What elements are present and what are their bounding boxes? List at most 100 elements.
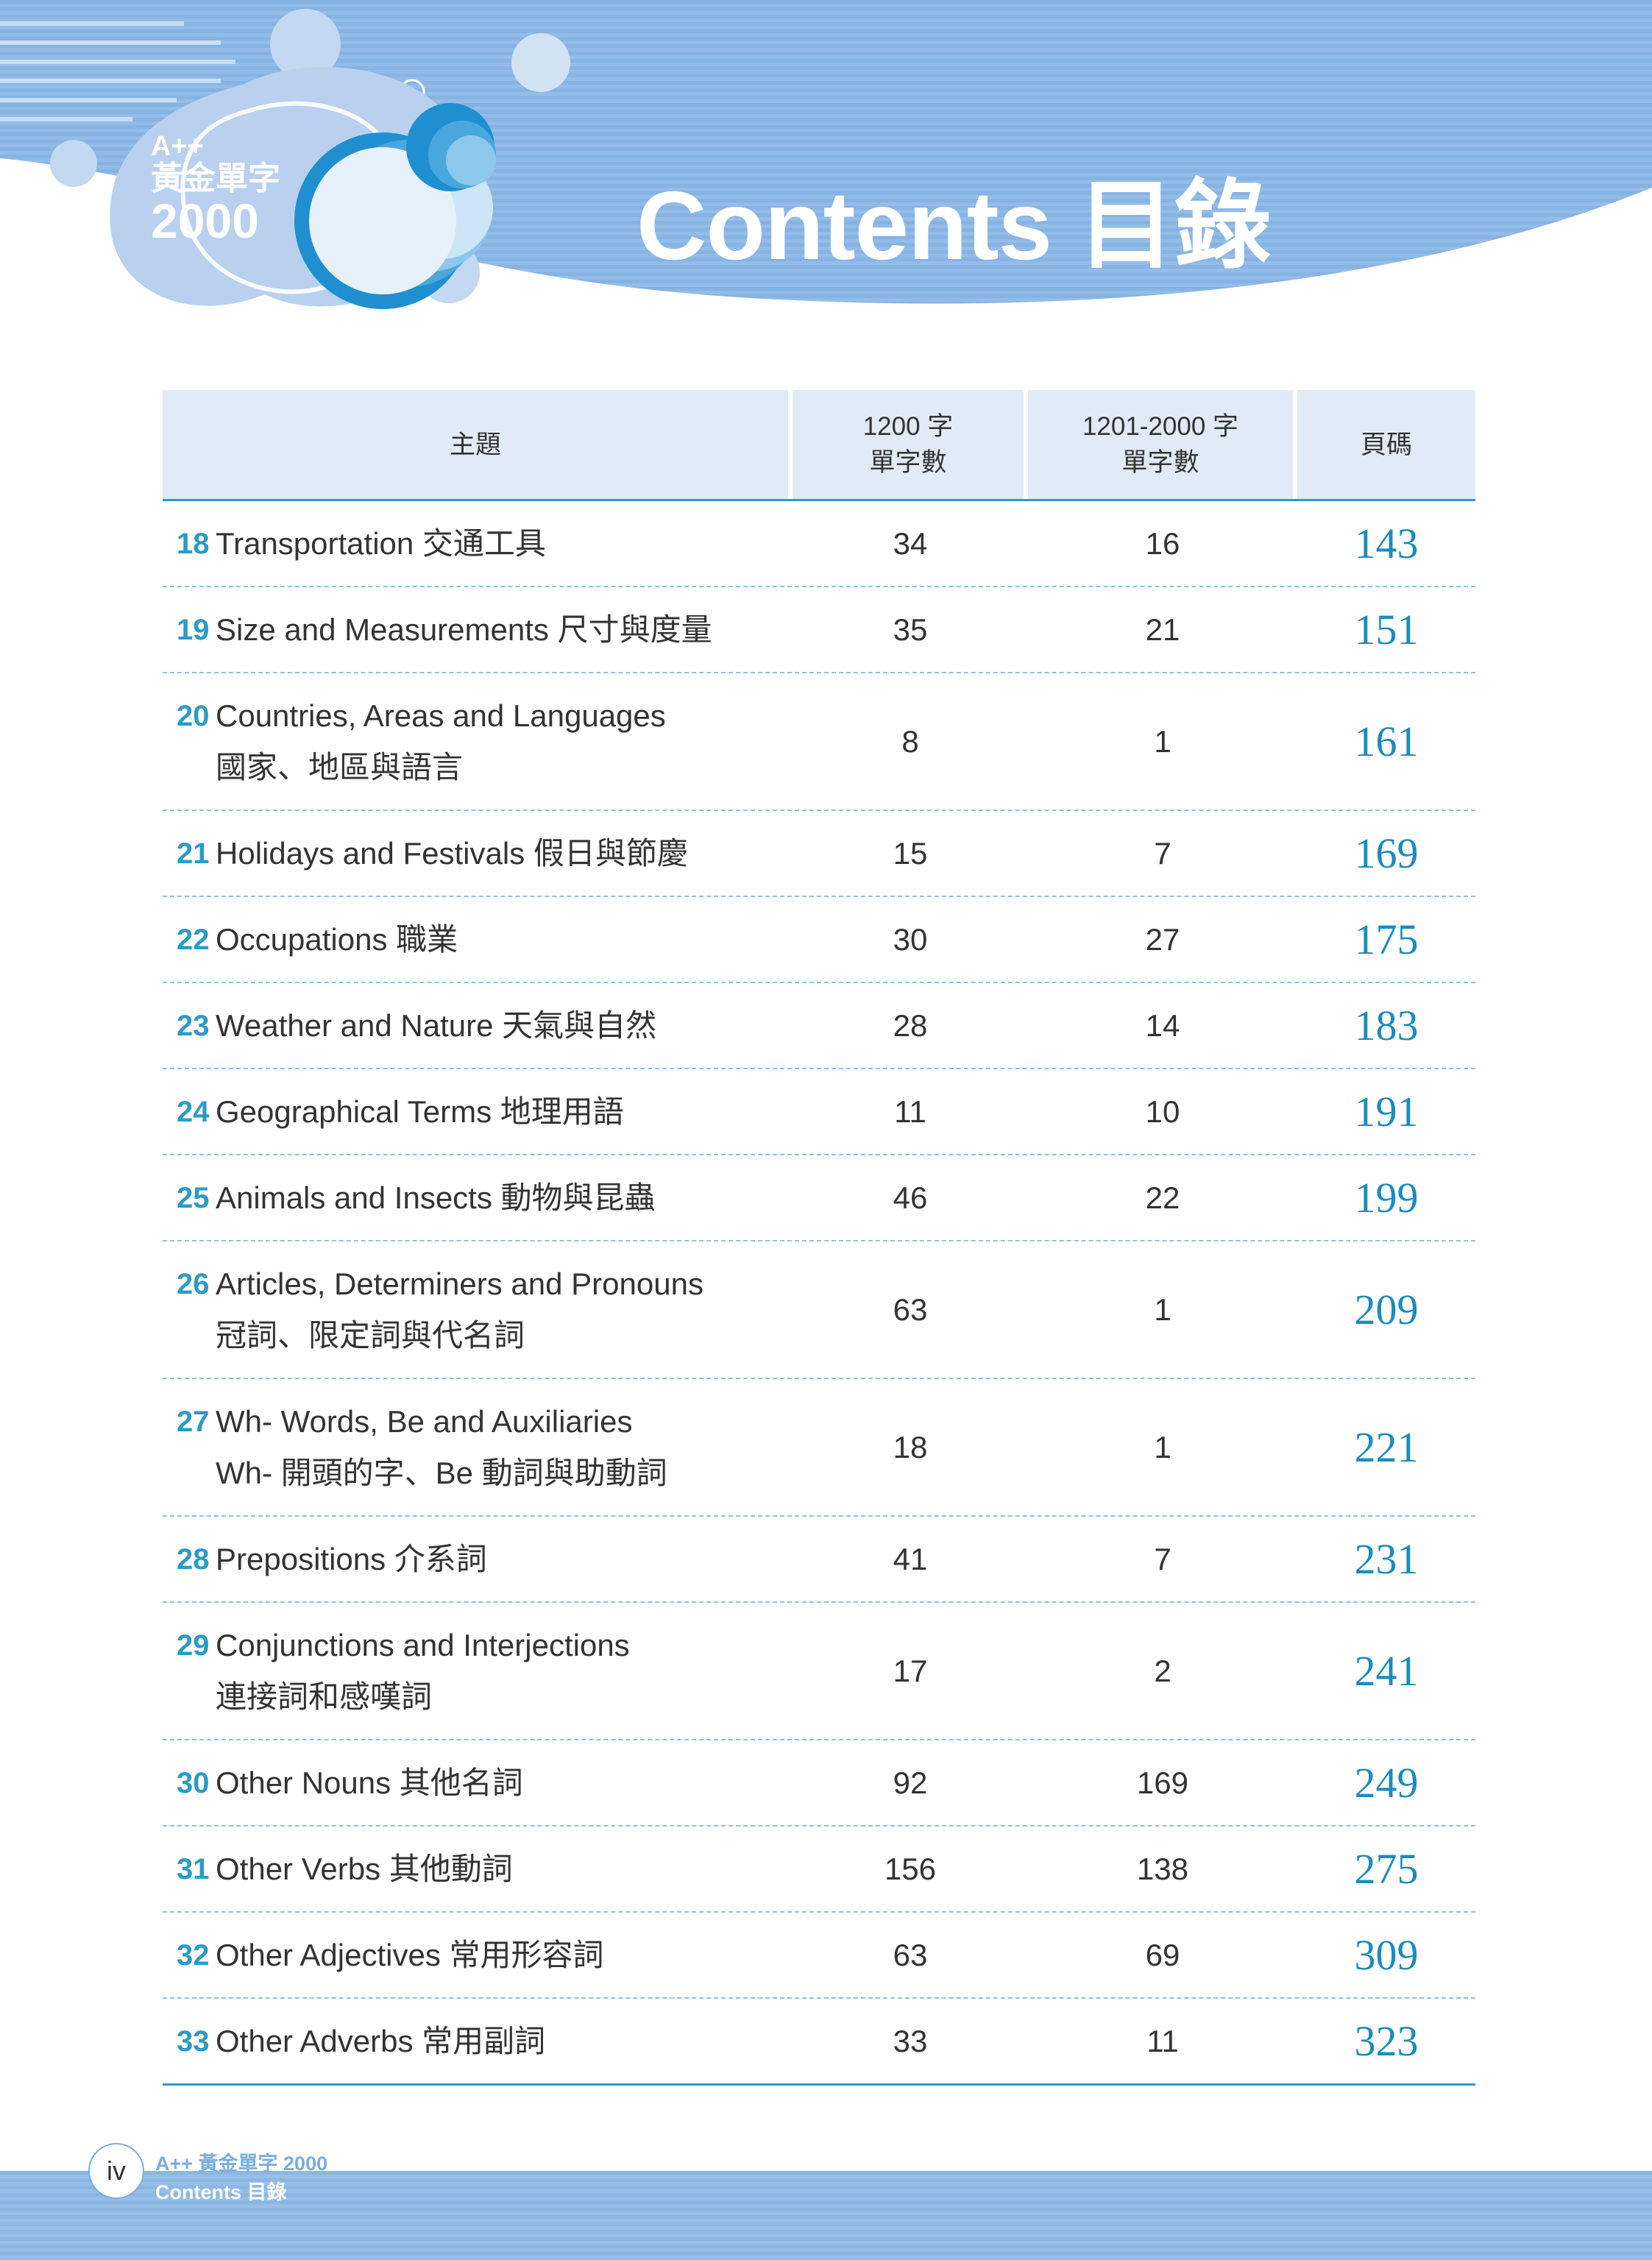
table-row[interactable]: 20 Countries, Areas and Languages 國家、地區與語… [163,673,1475,811]
page-number-link[interactable]: 323 [1354,2017,1419,2065]
count-1200-cell: 28 [893,1007,928,1043]
chapter-title: Weather and Nature 天氣與自然 [216,1007,657,1043]
table-row[interactable]: 33 Other Adverbs 常用副詞 33 11 323 [163,1999,1475,2086]
chapter-number: 25 [177,1181,210,1214]
chapter-title: Occupations 職業 [216,921,458,957]
table-row[interactable]: 18 Transportation 交通工具 34 16 143 [163,501,1475,587]
count-1200-cell: 41 [893,1541,928,1576]
table-row[interactable]: 28 Prepositions 介系詞 41 7 231 [163,1517,1475,1603]
page-number: iv [88,2143,144,2199]
page-number-link[interactable]: 275 [1354,1845,1419,1893]
table-row[interactable]: 24 Geographical Terms 地理用語 11 10 191 [163,1069,1475,1155]
table-row[interactable]: 19 Size and Measurements 尺寸與度量 35 21 151 [163,587,1475,673]
chapter-title: Other Nouns 其他名詞 [216,1765,523,1800]
page-number-link[interactable]: 249 [1354,1759,1419,1807]
table-row[interactable]: 29 Conjunctions and Interjections 連接詞和感嘆詞… [163,1603,1475,1740]
count-1200-cell: 63 [893,1937,928,1972]
count-2000-cell: 1 [1154,1292,1171,1327]
page-number-link[interactable]: 183 [1354,1002,1419,1049]
logo-line-3: 2000 [151,194,259,249]
count-2000-cell: 2 [1154,1653,1171,1688]
count-2000-cell: 22 [1145,1180,1180,1215]
page-number-link[interactable]: 199 [1354,1174,1419,1222]
page-number-link[interactable]: 309 [1354,1931,1419,1979]
header-page: 頁碼 [1297,390,1475,499]
table-row[interactable]: 25 Animals and Insects 動物與昆蟲 46 22 199 [163,1155,1475,1241]
table-header: 主題 1200 字 單字數 1201-2000 字 單字數 頁碼 [163,390,1475,499]
count-2000-cell: 69 [1145,1937,1180,1972]
chapter-number: 27 [177,1405,210,1438]
count-2000-cell: 1 [1154,1429,1171,1464]
count-2000-cell: 7 [1154,1541,1171,1576]
count-2000-cell: 16 [1145,525,1180,561]
topic-cell: 27 Wh- Words, Be and Auxiliaries Wh- 開頭的字… [163,1396,793,1499]
chapter-number: 29 [177,1629,210,1662]
chapter-number: 20 [177,699,210,732]
page-number-link[interactable]: 175 [1354,915,1419,963]
chapter-title: Size and Measurements 尺寸與度量 [216,612,712,647]
topic-cell: 30 Other Nouns 其他名詞 [163,1757,793,1809]
count-1200-cell: 33 [893,2023,928,2058]
chapter-number: 18 [177,527,210,560]
count-2000-cell: 27 [1145,921,1180,957]
page-number-link[interactable]: 151 [1354,606,1419,653]
count-1200-cell: 8 [901,723,919,759]
chapter-title: Other Verbs 其他動詞 [216,1851,513,1886]
page-title: Contents 目錄 [637,171,1272,280]
footer-band [0,2171,1652,2260]
page-number-link[interactable]: 221 [1354,1423,1419,1471]
chapter-number: 21 [177,837,210,870]
table-row[interactable]: 23 Weather and Nature 天氣與自然 28 14 183 [163,983,1475,1069]
footer-book-title: A++ 黃金單字 2000 [155,2153,328,2175]
page-number-link[interactable]: 169 [1354,829,1419,877]
page-header: A++ 黃金單字 2000 Contents 目錄 [0,0,1652,339]
page-number-link[interactable]: 231 [1354,1535,1419,1583]
chapter-title: Wh- Words, Be and Auxiliaries Wh- 開頭的字、B… [216,1403,667,1490]
chapter-title: Prepositions 介系詞 [216,1541,487,1576]
table-row[interactable]: 32 Other Adjectives 常用形容詞 63 69 309 [163,1913,1475,1999]
chapter-number: 32 [177,1938,210,1972]
page-number-link[interactable]: 143 [1354,520,1419,567]
topic-cell: 31 Other Verbs 其他動詞 [163,1843,793,1895]
chapter-title: Transportation 交通工具 [216,525,546,561]
topic-cell: 23 Weather and Nature 天氣與自然 [163,1000,793,1052]
contents-table: 主題 1200 字 單字數 1201-2000 字 單字數 頁碼 18 Trans… [163,390,1475,2086]
table-row[interactable]: 21 Holidays and Festivals 假日與節慶 15 7 169 [163,811,1475,897]
count-2000-cell: 1 [1154,723,1171,759]
table-row[interactable]: 27 Wh- Words, Be and Auxiliaries Wh- 開頭的字… [163,1379,1475,1517]
count-2000-cell: 169 [1136,1765,1189,1800]
count-1200-cell: 63 [893,1292,928,1327]
count-1200-cell: 30 [893,921,928,957]
chapter-title: Animals and Insects 動物與昆蟲 [216,1180,656,1215]
topic-cell: 26 Articles, Determiners and Pronouns 冠詞、… [163,1258,793,1361]
topic-cell: 22 Occupations 職業 [163,914,793,966]
header-count-1200: 1200 字 單字數 [793,390,1024,499]
footer-section-title: Contents 目錄 [155,2181,287,2203]
count-2000-cell: 138 [1136,1851,1189,1886]
count-1200-cell: 17 [893,1653,928,1688]
topic-cell: 18 Transportation 交通工具 [163,518,793,570]
table-row[interactable]: 30 Other Nouns 其他名詞 92 169 249 [163,1740,1475,1827]
header-topic: 主題 [163,390,788,499]
count-2000-cell: 21 [1145,612,1180,647]
table-row[interactable]: 22 Occupations 職業 30 27 175 [163,897,1475,983]
topic-cell: 21 Holidays and Festivals 假日與節慶 [163,828,793,879]
table-row[interactable]: 26 Articles, Determiners and Pronouns 冠詞、… [163,1241,1475,1379]
page-number-link[interactable]: 191 [1354,1088,1419,1136]
topic-cell: 20 Countries, Areas and Languages 國家、地區與語… [163,690,793,793]
table-row[interactable]: 31 Other Verbs 其他動詞 156 138 275 [163,1827,1475,1913]
chapter-number: 19 [177,613,210,646]
count-1200-cell: 92 [893,1765,928,1800]
topic-cell: 19 Size and Measurements 尺寸與度量 [163,604,793,656]
chapter-number: 33 [177,2025,210,2058]
chapter-title: Geographical Terms 地理用語 [216,1094,624,1129]
page-number-link[interactable]: 209 [1354,1286,1419,1333]
page-number-link[interactable]: 241 [1354,1647,1419,1695]
topic-cell: 32 Other Adjectives 常用形容詞 [163,1930,793,1981]
count-1200-cell: 34 [893,525,928,561]
page-number-link[interactable]: 161 [1354,718,1419,765]
chapter-title: Articles, Determiners and Pronouns 冠詞、限定… [216,1266,703,1353]
header-count-2000: 1201-2000 字 單字數 [1028,390,1293,499]
topic-cell: 25 Animals and Insects 動物與昆蟲 [163,1172,793,1224]
chapter-number: 30 [177,1766,210,1799]
